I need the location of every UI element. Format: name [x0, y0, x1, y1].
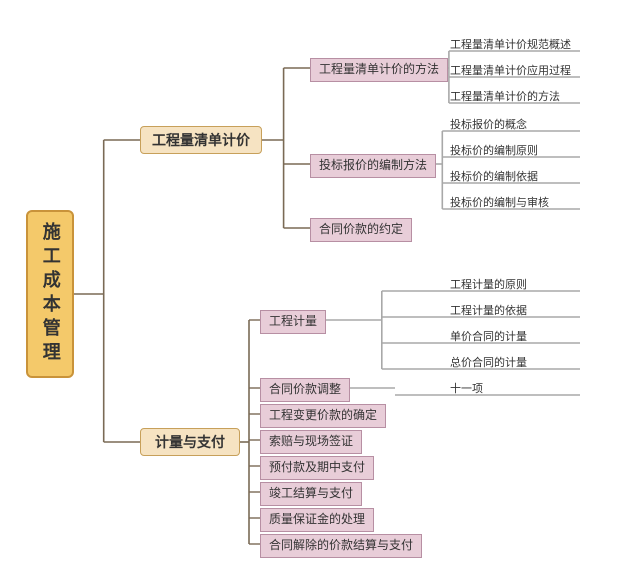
- leaf-3-1: 工程计量的依据: [450, 302, 527, 320]
- leaf-1-3: 投标价的编制与审核: [450, 194, 549, 212]
- l1-b: 计量与支付: [140, 428, 240, 456]
- leaf-3-0: 工程计量的原则: [450, 276, 527, 294]
- leaf-0-2-label: 工程量清单计价的方法: [450, 90, 560, 104]
- leaf-1-1: 投标价的编制原则: [450, 142, 538, 160]
- l2-7-label: 预付款及期中支付: [269, 460, 365, 476]
- l2-6-label: 索赔与现场签证: [269, 434, 353, 450]
- l2-9: 质量保证金的处理: [260, 508, 374, 532]
- leaf-1-2-label: 投标价的编制依据: [450, 170, 538, 184]
- l2-1-label: 投标报价的编制方法: [319, 158, 427, 174]
- root-label: 施工成本管理: [38, 222, 61, 366]
- l2-6: 索赔与现场签证: [260, 430, 362, 454]
- leaf-3-1-label: 工程计量的依据: [450, 304, 527, 318]
- l1-a: 工程量清单计价: [140, 126, 262, 154]
- l2-7: 预付款及期中支付: [260, 456, 374, 480]
- l2-5-label: 工程变更价款的确定: [269, 408, 377, 424]
- leaf-1-3-label: 投标价的编制与审核: [450, 196, 549, 210]
- l2-2: 合同价款的约定: [310, 218, 412, 242]
- leaf-1-1-label: 投标价的编制原则: [450, 144, 538, 158]
- l1-b-label: 计量与支付: [155, 433, 225, 451]
- leaf-0-1-label: 工程量清单计价应用过程: [450, 64, 571, 78]
- leaf-3-2-label: 单价合同的计量: [450, 330, 527, 344]
- leaf-0-0-label: 工程量清单计价规范概述: [450, 38, 571, 52]
- leaf-4-0: 十一项: [450, 380, 483, 398]
- l2-0-label: 工程量清单计价的方法: [319, 62, 439, 78]
- l2-10: 合同解除的价款结算与支付: [260, 534, 422, 558]
- l2-0: 工程量清单计价的方法: [310, 58, 448, 82]
- leaf-3-3: 总价合同的计量: [450, 354, 527, 372]
- l2-3: 工程计量: [260, 310, 326, 334]
- l2-8: 竣工结算与支付: [260, 482, 362, 506]
- leaf-0-0: 工程量清单计价规范概述: [450, 36, 571, 54]
- l2-4: 合同价款调整: [260, 378, 350, 402]
- l2-5: 工程变更价款的确定: [260, 404, 386, 428]
- l2-9-label: 质量保证金的处理: [269, 512, 365, 528]
- leaf-3-3-label: 总价合同的计量: [450, 356, 527, 370]
- root: 施工成本管理: [26, 210, 74, 378]
- leaf-1-2: 投标价的编制依据: [450, 168, 538, 186]
- l2-10-label: 合同解除的价款结算与支付: [269, 538, 413, 554]
- l2-8-label: 竣工结算与支付: [269, 486, 353, 502]
- leaf-3-2: 单价合同的计量: [450, 328, 527, 346]
- leaf-1-0-label: 投标报价的概念: [450, 118, 527, 132]
- l2-1: 投标报价的编制方法: [310, 154, 436, 178]
- l1-a-label: 工程量清单计价: [152, 131, 250, 149]
- leaf-1-0: 投标报价的概念: [450, 116, 527, 134]
- leaf-0-2: 工程量清单计价的方法: [450, 88, 560, 106]
- leaf-0-1: 工程量清单计价应用过程: [450, 62, 571, 80]
- l2-3-label: 工程计量: [269, 314, 317, 330]
- l2-4-label: 合同价款调整: [269, 382, 341, 398]
- leaf-3-0-label: 工程计量的原则: [450, 278, 527, 292]
- l2-2-label: 合同价款的约定: [319, 222, 403, 238]
- leaf-4-0-label: 十一项: [450, 382, 483, 396]
